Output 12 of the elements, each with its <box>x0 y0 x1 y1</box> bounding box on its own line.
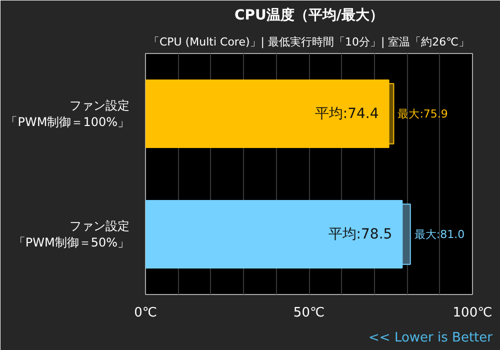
data-label: 最大:81.0 <box>414 228 465 241</box>
data-label: 最大:75.9 <box>398 107 448 120</box>
chart-title: CPU温度（平均/最大） <box>234 6 384 24</box>
y-tick-label: ファン設定「PWM制御＝100%」 <box>6 98 130 130</box>
text: << Lower is Better <box>368 330 494 346</box>
x-tick-label: 50℃ <box>293 306 325 320</box>
y-tick-label: ファン設定「PWM制御＝50%」 <box>13 218 130 250</box>
x-tick-label: 100℃ <box>452 306 492 320</box>
x-tick-label: 0℃ <box>134 306 157 320</box>
data-label: 平均:78.5 <box>328 226 392 242</box>
data-label: 平均:74.4 <box>314 106 379 122</box>
chart-subtitle: 「CPU (Multi Core)」| 最低実行時間「10分」| 室温「約26℃」 <box>148 36 470 48</box>
